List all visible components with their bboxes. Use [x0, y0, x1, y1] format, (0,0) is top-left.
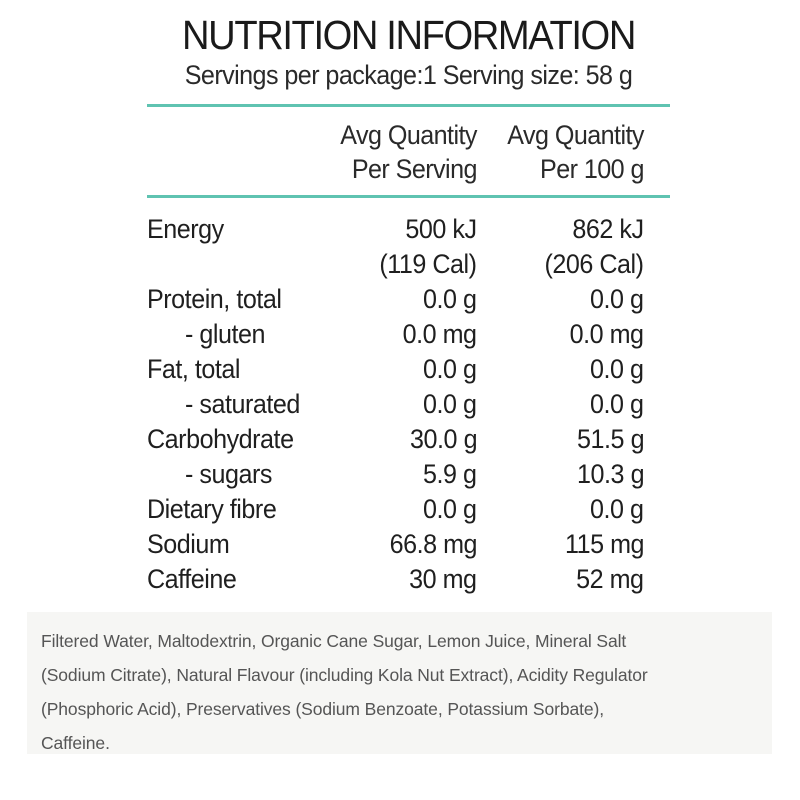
per-100g-value: 10.3 g	[576, 459, 644, 489]
column-header-per-100g: Avg Quantity Per 100 g	[507, 118, 644, 186]
top-divider	[147, 104, 670, 107]
per-serving-value: 0.0 g	[423, 389, 477, 419]
per-serving-value: 0.0 g	[423, 354, 477, 384]
table-row: Fat, total 0.0 g 0.0 g	[147, 352, 670, 387]
column-header-line: Avg Quantity	[340, 120, 477, 150]
per-serving-value: 0.0 mg	[403, 319, 477, 349]
nutrient-label: Protein, total	[147, 284, 282, 314]
per-100g-value: 0.0 g	[590, 494, 644, 524]
value-line: 500 kJ	[405, 214, 478, 244]
per-100g-value: 115 mg	[564, 529, 645, 559]
per-100g-value: 0.0 g	[590, 354, 644, 384]
per-100g-value: 52 mg	[576, 564, 645, 594]
serving-info: Servings per package:1 Serving size: 58 …	[184, 60, 633, 90]
per-100g-value: 0.0 mg	[570, 319, 644, 349]
nutrient-label: Carbohydrate	[147, 424, 294, 454]
value-line: (206 Cal)	[544, 249, 645, 279]
panel-title: NUTRITION INFORMATION	[182, 12, 636, 58]
header-divider	[147, 195, 670, 198]
per-100g-value: 862 kJ (206 Cal)	[544, 212, 645, 282]
nutrient-label: - sugars	[185, 459, 272, 489]
nutrient-label: - gluten	[185, 319, 266, 349]
nutrient-label: Sodium	[147, 529, 230, 559]
table-row: Energy 500 kJ (119 Cal) 862 kJ (206 Cal)	[147, 212, 670, 282]
table-row: - sugars 5.9 g 10.3 g	[147, 457, 670, 492]
nutrient-label: Fat, total	[147, 354, 241, 384]
table-row: Sodium 66.8 mg 115 mg	[147, 527, 670, 562]
nutrient-label: Dietary fibre	[147, 494, 277, 524]
table-row: Protein, total 0.0 g 0.0 g	[147, 282, 670, 317]
table-row: Dietary fibre 0.0 g 0.0 g	[147, 492, 670, 527]
per-serving-value: 5.9 g	[423, 459, 477, 489]
column-header-per-serving: Avg Quantity Per Serving	[340, 118, 477, 186]
per-serving-value: 30 mg	[409, 564, 478, 594]
nutrient-table: Energy 500 kJ (119 Cal) 862 kJ (206 Cal)…	[147, 212, 670, 597]
table-row: Caffeine 30 mg 52 mg	[147, 562, 670, 597]
column-header-line: Per Serving	[351, 154, 478, 184]
per-serving-value: 30.0 g	[409, 424, 477, 454]
per-100g-value: 0.0 g	[590, 284, 644, 314]
per-serving-value: 0.0 g	[423, 494, 477, 524]
table-row: Carbohydrate 30.0 g 51.5 g	[147, 422, 670, 457]
table-row: - gluten 0.0 mg 0.0 mg	[147, 317, 670, 352]
per-100g-value: 51.5 g	[576, 424, 644, 454]
ingredients-line: (Sodium Citrate), Natural Flavour (inclu…	[41, 665, 648, 685]
ingredients-box: Filtered Water, Maltodextrin, Organic Ca…	[27, 612, 772, 754]
nutrient-label: Energy	[147, 214, 224, 244]
value-line: 862 kJ	[572, 214, 645, 244]
table-row: - saturated 0.0 g 0.0 g	[147, 387, 670, 422]
column-header-line: Per 100 g	[540, 154, 644, 184]
per-serving-value: 500 kJ (119 Cal)	[379, 212, 478, 282]
ingredients-line: (Phosphoric Acid), Preservatives (Sodium…	[41, 699, 604, 719]
per-serving-value: 0.0 g	[423, 284, 477, 314]
nutrient-label: - saturated	[185, 389, 300, 419]
column-header-line: Avg Quantity	[507, 120, 644, 150]
ingredients-line: Filtered Water, Maltodextrin, Organic Ca…	[41, 631, 627, 651]
per-100g-value: 0.0 g	[590, 389, 644, 419]
value-line: (119 Cal)	[379, 249, 478, 279]
per-serving-value: 66.8 mg	[389, 529, 478, 559]
ingredients-line: Caffeine.	[41, 733, 110, 753]
nutrient-label: Caffeine	[147, 564, 237, 594]
